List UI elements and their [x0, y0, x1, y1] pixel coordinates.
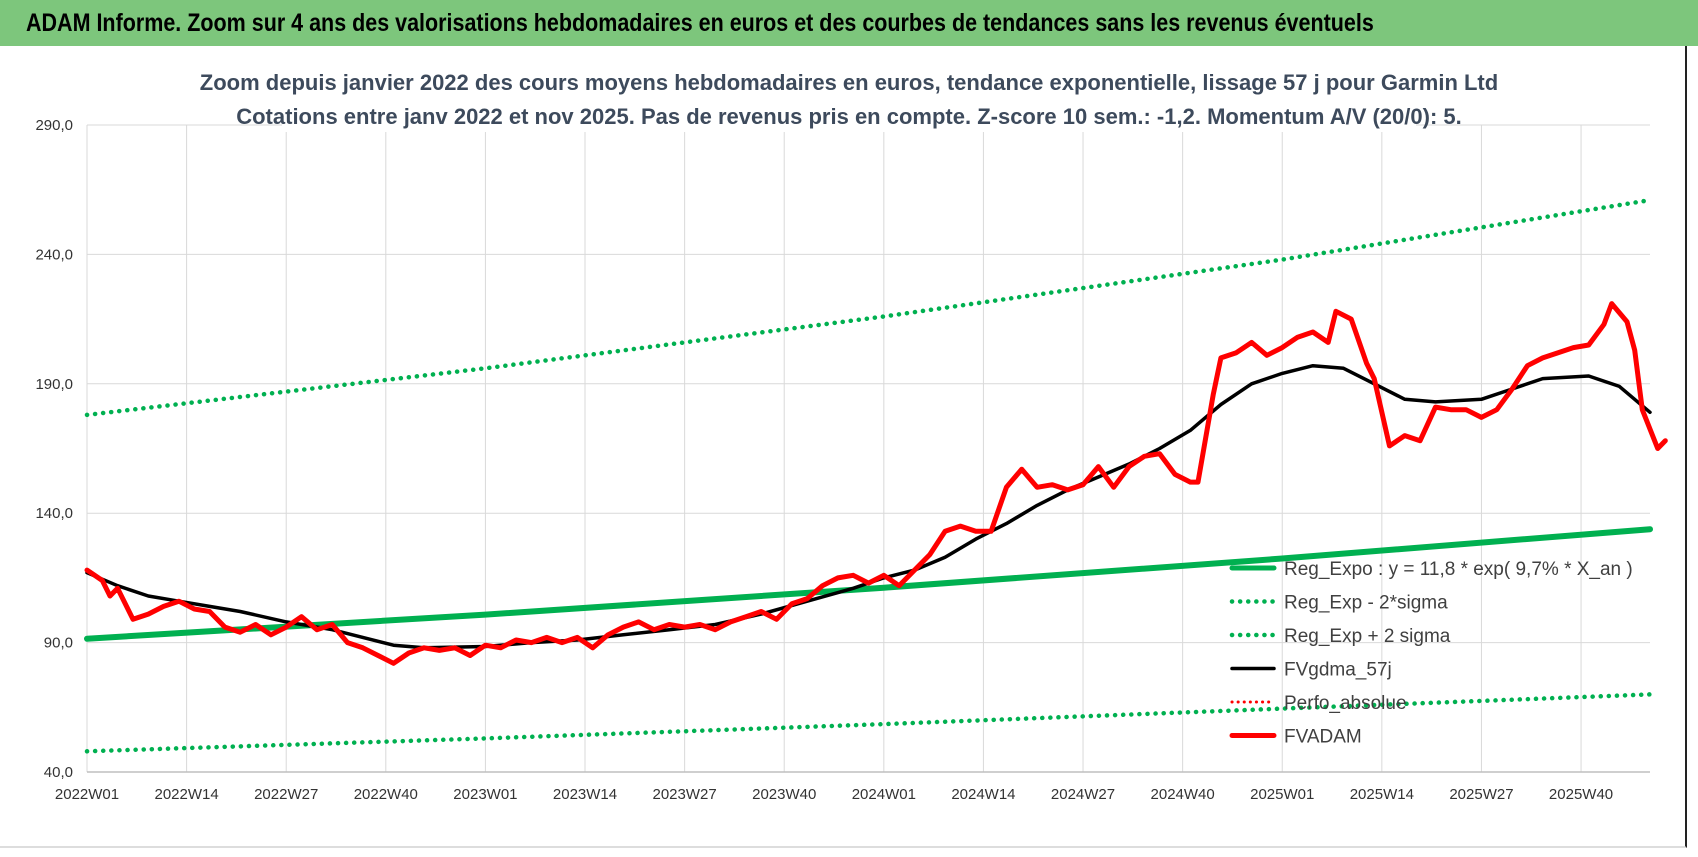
y-tick-label: 290,0	[35, 117, 73, 134]
subtitle-backdrop	[282, 64, 1416, 132]
legend-entry: FVgdma_57j	[1284, 660, 1392, 681]
y-tick-label: 90,0	[44, 635, 73, 652]
x-tick-label: 2024W27	[1051, 786, 1115, 803]
legend: Reg_Expo : y = 11,8 * exp( 9,7% * X_an )…	[1229, 559, 1633, 748]
reg-exp-plus-2sigma-line	[84, 197, 1653, 418]
chart-frame	[0, 46, 1687, 848]
y-tick-label: 190,0	[35, 376, 73, 393]
title-banner: ADAM Informe. Zoom sur 4 ans des valoris…	[0, 0, 1698, 46]
chart-subtitle-line-1: Zoom depuis janvier 2022 des cours moyen…	[200, 70, 1498, 95]
x-tick-label: 2023W40	[752, 786, 816, 803]
fvgdma-57j-line	[85, 363, 1652, 650]
reg-exp-minus-2sigma-line	[84, 692, 1653, 754]
legend-entry: Reg_Exp - 2*sigma	[1284, 593, 1448, 614]
x-tick-label: 2025W40	[1549, 786, 1613, 803]
legend-entry: Perfo_absolue	[1284, 693, 1407, 714]
y-axis-ticks: 40,0 90,0 140,0 190,0 240,0 290,0	[35, 117, 73, 781]
x-tick-label: 2023W14	[553, 786, 617, 803]
grid	[86, 124, 1650, 773]
x-tick-label: 2022W14	[154, 786, 218, 803]
legend-entry: Reg_Exp + 2 sigma	[1284, 626, 1451, 647]
x-tick-label: 2025W01	[1250, 786, 1314, 803]
x-tick-label: 2022W01	[55, 786, 119, 803]
x-tick-label: 2022W40	[354, 786, 418, 803]
x-tick-label: 2022W27	[254, 786, 318, 803]
x-tick-label: 2025W27	[1449, 786, 1513, 803]
x-tick-label: 2024W40	[1151, 786, 1215, 803]
x-axis-ticks: 2022W01 2022W14 2022W27 2022W40 2023W01 2023W…	[55, 786, 1613, 803]
chart-subtitle-line-2: Cotations entre janv 2022 et nov 2025. P…	[236, 104, 1462, 129]
banner-title: ADAM Informe. Zoom sur 4 ans des valoris…	[26, 9, 1374, 37]
x-tick-label: 2023W01	[453, 786, 517, 803]
y-tick-label: 240,0	[35, 246, 73, 263]
series-lines	[84, 197, 1668, 754]
x-tick-label: 2024W14	[951, 786, 1015, 803]
x-tick-label: 2024W01	[852, 786, 916, 803]
fvadam-line	[84, 301, 1668, 666]
legend-entry: Reg_Expo : y = 11,8 * exp( 9,7% * X_an )	[1284, 559, 1633, 580]
legend-entry: FVADAM	[1284, 727, 1362, 748]
x-tick-label: 2023W27	[653, 786, 717, 803]
reg-expo-line	[84, 526, 1653, 642]
y-tick-label: 40,0	[44, 764, 73, 781]
y-tick-label: 140,0	[35, 505, 73, 522]
x-tick-label: 2025W14	[1350, 786, 1414, 803]
